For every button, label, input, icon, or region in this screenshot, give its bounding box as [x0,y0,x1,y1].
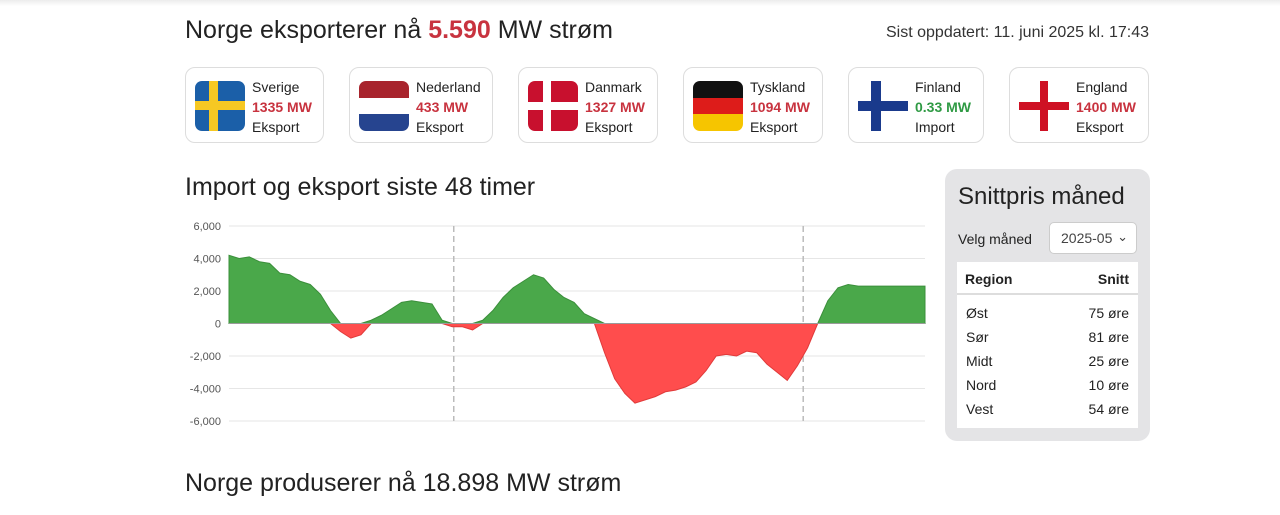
y-tick-label: 0 [215,319,221,331]
country-cards: Sverige 1335 MW Eksport Nederland 433 MW… [0,67,1280,145]
column-header-avg: Snitt [1097,271,1129,287]
country-name: Sverige [252,79,300,95]
country-flow-direction: Eksport [1076,119,1124,135]
country-flow-value: 433 MW [416,99,469,115]
column-header-region: Region [965,271,1013,287]
price-table-header: Region Snitt [957,262,1138,295]
country-card-finland[interactable]: Finland 0.33 MW Import [848,67,984,143]
chart-section-title: Import og eksport siste 48 timer [185,173,536,201]
top-shadow [0,0,1280,6]
sweden-flag-icon [195,81,245,131]
region-name: Midt [966,353,993,369]
y-tick-label: 2,000 [193,286,221,298]
month-select[interactable]: 2025-05 ⌄ [1049,222,1137,254]
y-tick-label: -4,000 [190,384,221,396]
y-tick-label: 4,000 [193,254,221,266]
country-flow-direction: Import [915,119,955,135]
country-card-sverige[interactable]: Sverige 1335 MW Eksport [185,67,324,143]
price-row: Midt 25 øre [957,350,1138,374]
country-name: England [1076,79,1128,95]
y-tick-label: 6,000 [193,221,221,233]
price-row: Sør 81 øre [957,326,1138,350]
production-total-value: 18.898 [422,469,500,497]
month-select-label: Velg måned [958,231,1032,247]
region-avg: 54 øre [1088,401,1129,417]
country-flow-value: 1094 MW [750,99,810,115]
region-avg: 10 øre [1088,377,1129,393]
y-tick-label: -6,000 [190,416,221,428]
country-flow-value: 1327 MW [585,99,645,115]
denmark-flag-icon [528,81,578,131]
country-flow-direction: Eksport [416,119,464,135]
chevron-down-icon: ⌄ [1117,229,1128,244]
country-flow-direction: Eksport [252,119,300,135]
country-card-tyskland[interactable]: Tyskland 1094 MW Eksport [683,67,823,143]
country-name: Danmark [585,79,642,95]
germany-flag-icon [693,81,743,131]
england-flag-icon [1019,81,1069,131]
export-headline: Norge eksporterer nå 5.590 MW strøm [185,16,613,44]
region-avg: 81 øre [1088,329,1129,345]
selected-month: 2025-05 [1061,230,1113,246]
region-name: Vest [966,401,994,417]
country-flow-value: 1400 MW [1076,99,1136,115]
monthly-price-panel: Snittpris måned Velg måned 2025-05 ⌄ Reg… [945,169,1150,441]
import-area [229,323,925,404]
price-row: Nord 10 øre [957,374,1138,398]
country-flow-direction: Eksport [750,119,798,135]
price-row: Øst 75 øre [957,302,1138,326]
country-card-danmark[interactable]: Danmark 1327 MW Eksport [518,67,658,143]
region-avg: 25 øre [1088,353,1129,369]
import-export-chart: 6,000 4,000 2,000 0 -2,000 -4,000 -6,000 [190,221,926,428]
region-avg: 75 øre [1088,305,1129,321]
export-area [228,254,926,324]
country-name: Finland [915,79,961,95]
country-name: Nederland [416,79,481,95]
y-tick-label: -2,000 [190,351,221,363]
panel-title: Snittpris måned [958,183,1125,210]
country-flow-direction: Eksport [585,119,633,135]
last-updated: Sist oppdatert: 11. juni 2025 kl. 17:43 [886,24,1149,41]
country-card-nederland[interactable]: Nederland 433 MW Eksport [349,67,493,143]
country-name: Tyskland [750,79,806,95]
price-table: Region Snitt Øst 75 øre Sør 81 øre Midt … [957,262,1138,428]
export-total-value: 5.590 [428,16,491,44]
region-name: Sør [966,329,989,345]
region-name: Øst [966,305,988,321]
region-name: Nord [966,377,997,393]
country-card-england[interactable]: England 1400 MW Eksport [1009,67,1149,143]
finland-flag-icon [858,81,908,131]
production-headline: Norge produserer nå 18.898 MW strøm [185,469,622,497]
country-flow-value: 0.33 MW [915,99,972,115]
netherlands-flag-icon [359,81,409,131]
price-row: Vest 54 øre [957,398,1138,422]
country-flow-value: 1335 MW [252,99,312,115]
